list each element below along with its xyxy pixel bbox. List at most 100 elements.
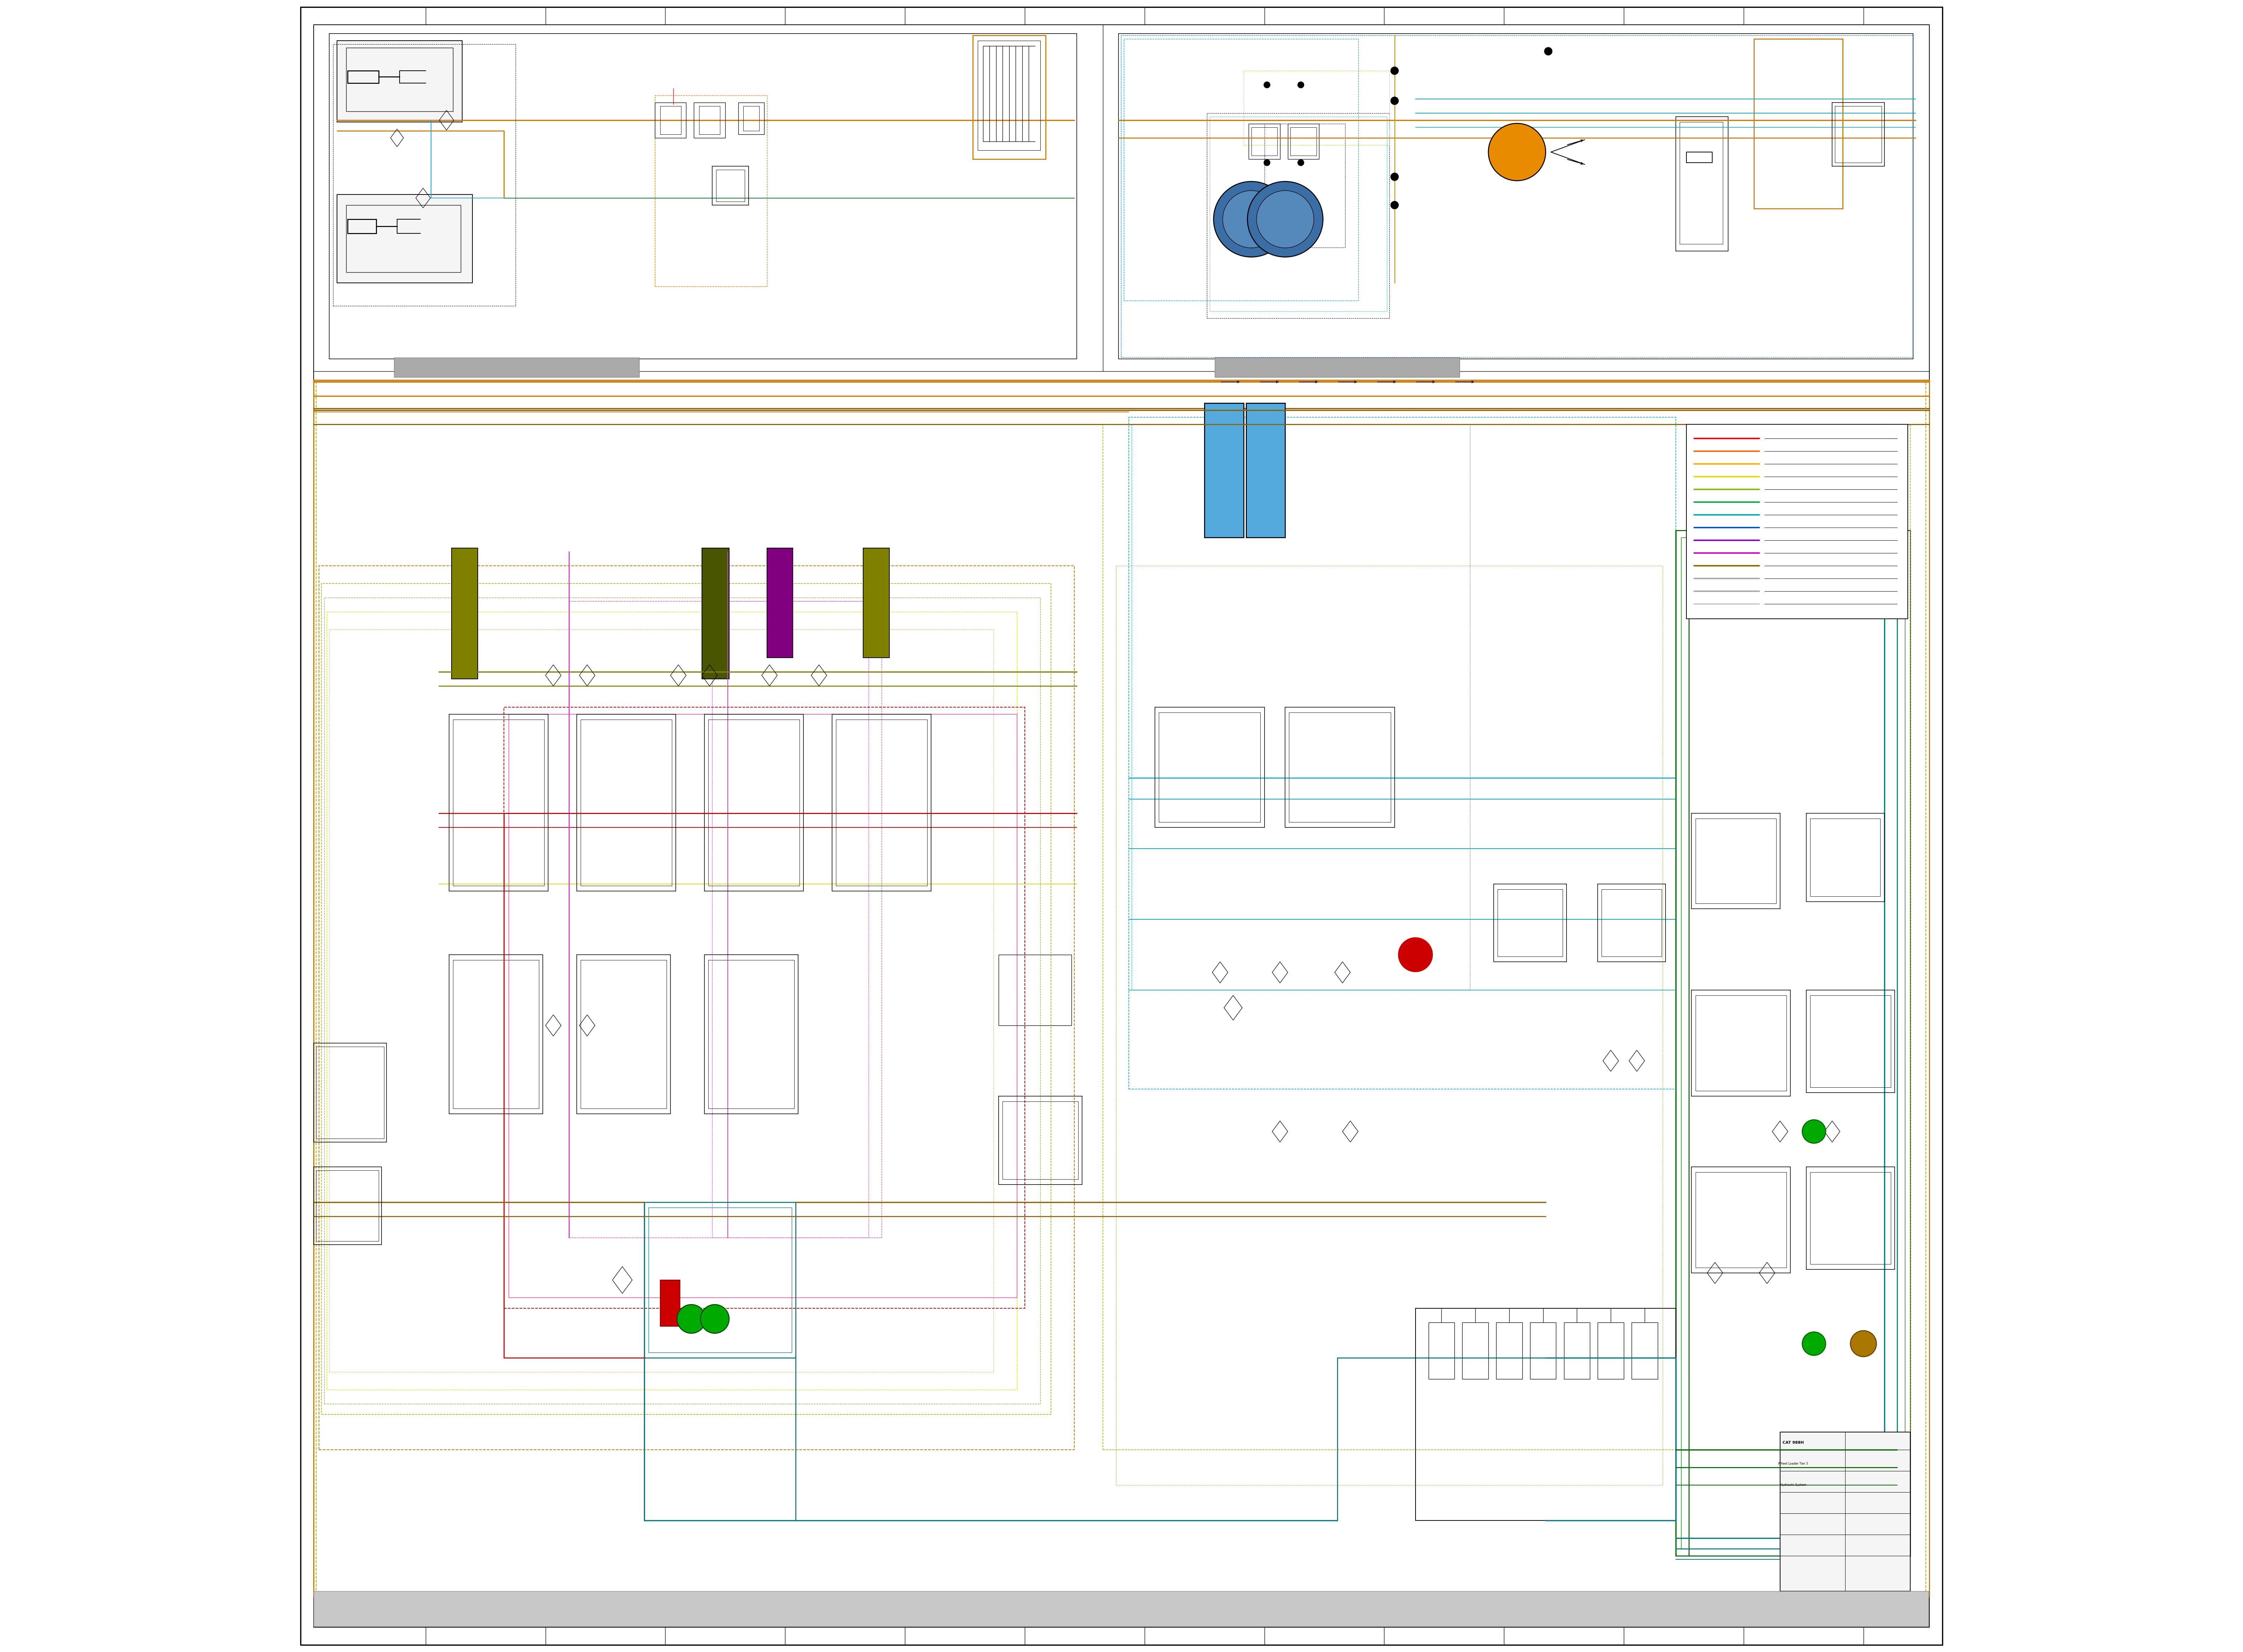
- Bar: [709, 960, 794, 1108]
- Bar: [1209, 117, 1386, 311]
- Bar: [453, 720, 545, 885]
- Bar: [1287, 124, 1319, 159]
- Bar: [1680, 537, 1904, 1550]
- Bar: [576, 955, 671, 1113]
- Bar: [314, 1591, 1929, 1627]
- Bar: [327, 611, 1016, 1389]
- Circle shape: [1263, 160, 1270, 165]
- Bar: [1696, 996, 1788, 1090]
- Bar: [998, 955, 1072, 1026]
- Bar: [1252, 127, 1276, 155]
- Bar: [449, 714, 547, 890]
- Bar: [1563, 1323, 1590, 1379]
- Bar: [973, 35, 1045, 159]
- Bar: [1676, 530, 1911, 1556]
- Bar: [655, 102, 686, 137]
- Bar: [1216, 358, 1460, 377]
- Bar: [314, 1166, 381, 1244]
- Bar: [451, 548, 478, 679]
- Circle shape: [1397, 938, 1433, 971]
- Bar: [1415, 1308, 1676, 1520]
- Bar: [1155, 707, 1265, 828]
- Bar: [713, 601, 868, 1237]
- Bar: [449, 955, 543, 1113]
- Bar: [316, 382, 1927, 1594]
- Bar: [644, 1203, 796, 1358]
- Bar: [742, 106, 758, 131]
- Bar: [998, 1097, 1081, 1184]
- Bar: [655, 96, 767, 286]
- Circle shape: [1256, 190, 1314, 248]
- Circle shape: [1391, 202, 1397, 210]
- Circle shape: [677, 1305, 707, 1333]
- Bar: [453, 960, 538, 1108]
- Circle shape: [1213, 182, 1290, 258]
- Bar: [395, 358, 639, 377]
- Circle shape: [1391, 173, 1397, 180]
- Circle shape: [1299, 81, 1303, 88]
- Circle shape: [1299, 160, 1303, 165]
- Bar: [1810, 996, 1891, 1087]
- Bar: [1290, 127, 1317, 155]
- Bar: [1810, 1173, 1891, 1264]
- Bar: [1680, 122, 1723, 244]
- Bar: [1754, 40, 1842, 208]
- Bar: [505, 707, 1025, 1308]
- Bar: [1003, 1102, 1079, 1180]
- Bar: [1117, 565, 1662, 1485]
- Bar: [1806, 813, 1884, 902]
- Bar: [738, 102, 765, 134]
- Bar: [336, 195, 473, 282]
- Bar: [659, 106, 682, 134]
- Bar: [509, 714, 1016, 1298]
- Bar: [767, 548, 794, 657]
- Bar: [1833, 102, 1884, 167]
- Bar: [716, 170, 745, 202]
- Bar: [648, 1208, 792, 1353]
- Bar: [709, 720, 799, 885]
- Bar: [1806, 1166, 1895, 1269]
- Bar: [832, 714, 931, 890]
- Circle shape: [1391, 66, 1397, 74]
- Bar: [1494, 884, 1566, 961]
- Bar: [334, 45, 516, 306]
- Bar: [700, 106, 720, 134]
- Bar: [1691, 813, 1781, 909]
- Bar: [837, 720, 926, 885]
- Bar: [1243, 71, 1388, 145]
- Circle shape: [1489, 124, 1545, 180]
- Bar: [316, 1047, 384, 1138]
- Bar: [1462, 1323, 1489, 1379]
- Bar: [1130, 425, 1469, 990]
- Bar: [1290, 712, 1391, 823]
- Bar: [659, 1280, 680, 1327]
- Text: Hydraulic System: Hydraulic System: [1781, 1483, 1806, 1487]
- Circle shape: [1850, 1330, 1877, 1356]
- Bar: [1204, 403, 1243, 537]
- Bar: [1597, 884, 1667, 961]
- Bar: [576, 714, 675, 890]
- Bar: [704, 955, 799, 1113]
- Bar: [1160, 712, 1261, 823]
- Bar: [570, 601, 881, 1237]
- Text: CAT 988H: CAT 988H: [1783, 1441, 1803, 1444]
- Bar: [1429, 1323, 1453, 1379]
- Bar: [978, 41, 1041, 150]
- Bar: [1207, 112, 1388, 319]
- Bar: [1835, 106, 1882, 162]
- Circle shape: [700, 1305, 729, 1333]
- Circle shape: [1263, 81, 1270, 88]
- Bar: [319, 565, 1074, 1450]
- Circle shape: [1545, 48, 1552, 55]
- Bar: [1498, 889, 1563, 957]
- Bar: [1597, 1323, 1624, 1379]
- Bar: [314, 1042, 386, 1142]
- Bar: [1104, 425, 1911, 1450]
- Bar: [1285, 707, 1395, 828]
- Bar: [1696, 819, 1776, 904]
- Circle shape: [1222, 190, 1281, 248]
- Bar: [1696, 1173, 1788, 1267]
- Bar: [693, 102, 724, 137]
- Bar: [1128, 418, 1676, 1089]
- Bar: [1602, 889, 1662, 957]
